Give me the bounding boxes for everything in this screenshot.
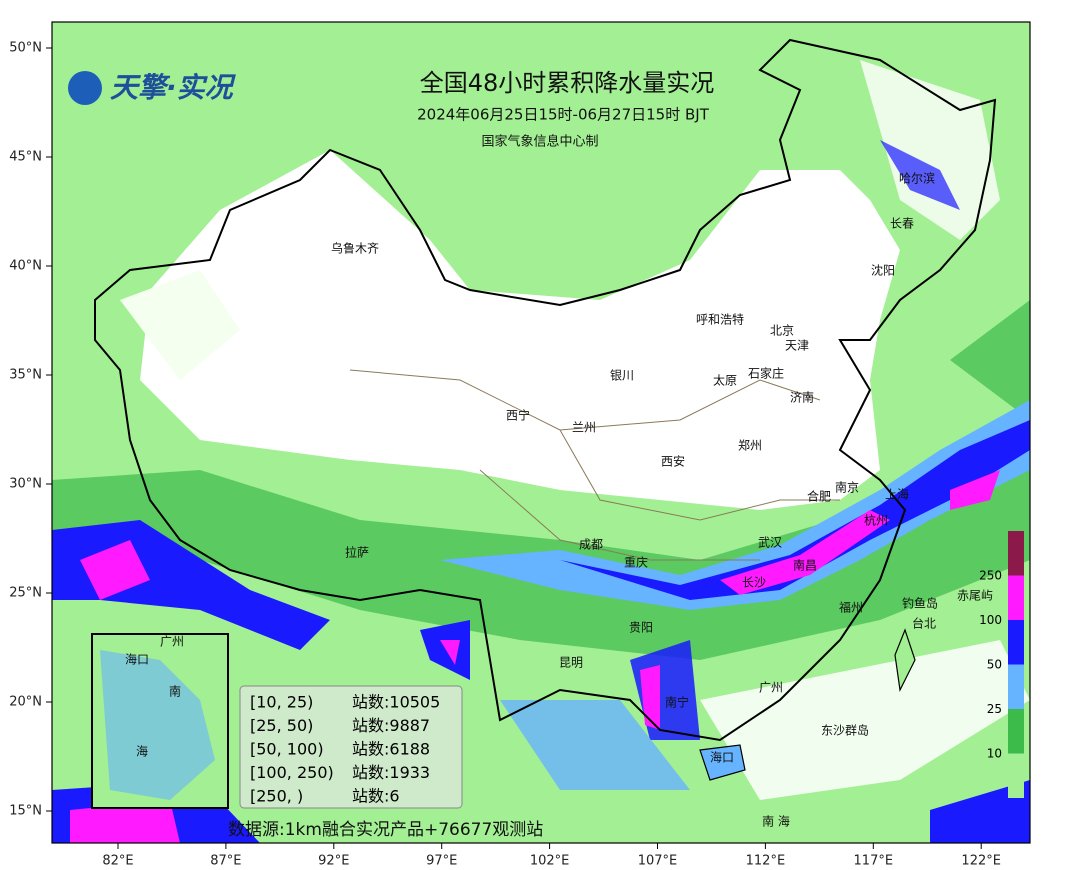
lat-label: 15°N [9,804,42,819]
city-label: 北京 [770,324,794,338]
lat-label: 45°N [9,150,42,165]
city-label: 合肥 [807,489,831,504]
legend-count: 站数:10505 [352,693,440,712]
lon-label: 92°E [318,854,349,869]
city-label: 南京 [835,480,859,495]
data-source: 数据源:1km融合实况产品+76677观测站 [228,820,543,840]
colorbar-segment [1008,620,1024,665]
lon-label: 112°E [746,854,786,869]
city-label: 西宁 [506,408,530,423]
city-label: 石家庄 [748,366,784,381]
colorbar-label: 50 [987,658,1002,672]
city-label: 杭州 [864,513,888,528]
legend-range: [50, 100) [250,740,324,759]
legend-count: 站数:6188 [352,740,430,759]
colorbar-label: 250 [979,569,1002,583]
city-label: 贵阳 [629,621,653,635]
producer: 国家气象信息中心制 [481,134,598,150]
lon-label: 107°E [638,854,678,869]
city-label: 郑州 [738,438,762,453]
colorbar-label: 10 [987,747,1002,761]
city-label: 长春 [890,217,914,231]
map-field [52,22,1030,843]
legend-range: [25, 50) [250,716,313,735]
city-label: 福州 [839,600,863,615]
lat-label: 20°N [9,695,42,710]
lat-label: 50°N [9,41,42,56]
city-label: 南昌 [793,558,817,573]
city-label: 武汉 [758,536,782,550]
inset-label: 南 [169,684,181,699]
city-label: 上海 [885,487,909,502]
city-label: 乌鲁木齐 [331,241,379,256]
colorbar-label: 100 [979,613,1002,627]
legend-range: [250, ) [250,787,303,806]
city-label: 昆明 [559,656,583,670]
city-label: 西安 [661,454,685,469]
city-label: 太原 [713,373,737,388]
colorbar-segment [1008,753,1024,798]
lon-label: 102°E [530,854,570,869]
colorbar-segment [1008,664,1024,709]
legend-count: 站数:1933 [352,763,430,782]
lat-label: 40°N [9,259,42,274]
lon-label: 87°E [210,854,241,869]
legend-box [239,685,463,809]
inset-label: 广州 [160,635,184,649]
logo-icon [68,71,102,105]
colorbar: 250 100 50 25 10 [979,531,1024,798]
inset: 广州 海口 南 海 [91,633,229,809]
legend: [10, 25) 站数:10505 [25, 50) 站数:9887 [50, 100)… [239,685,463,809]
legend-range: [10, 25) [250,693,313,712]
map-frame [51,21,1031,844]
lat-label: 30°N [9,477,42,492]
city-label: 东沙群岛 [821,723,869,738]
colorbar-segment [1008,531,1024,576]
city-label: 呼和浩特 [696,312,744,327]
logo: 天擎·实况 [110,71,237,104]
city-label: 钓鱼岛 [902,596,938,611]
lat-label: 35°N [9,368,42,383]
city-label: 天津 [785,339,809,353]
city-label: 哈尔滨 [899,171,935,186]
colorbar-label: 25 [987,702,1002,716]
city-label: 济南 [790,390,814,405]
subtitle: 2024年06月25日15时-06月27日15时 BJT [417,106,710,124]
colorbar-segment [1008,575,1024,620]
lon-label: 82°E [102,854,133,869]
city-label: 银川 [610,369,634,383]
lat-label: 25°N [9,586,42,601]
city-label: 台北 [912,616,936,631]
inset-label: 海口 [125,652,149,667]
lon-label: 122°E [961,854,1001,869]
lon-label: 97°E [426,854,457,869]
city-label: 南 海 [762,814,790,829]
inset-rain [100,650,215,800]
city-label: 兰州 [572,421,596,435]
city-label: 拉萨 [345,545,369,560]
city-label: 南宁 [665,695,689,710]
city-label: 海口 [710,750,734,765]
legend-range: [100, 250) [250,763,334,782]
legend-count: 站数:9887 [352,716,430,735]
city-label: 沈阳 [871,263,895,278]
city-label: 长沙 [742,576,766,590]
lon-label: 117°E [854,854,894,869]
legend-count: 站数:6 [352,787,400,806]
city-label: 重庆 [624,556,648,570]
inset-label: 海 [136,744,148,759]
city-label: 广州 [759,681,783,695]
city-label: 赤尾屿 [957,589,993,603]
city-label: 成都 [579,538,603,552]
colorbar-segment [1008,709,1024,754]
title: 全国48小时累积降水量实况 [420,69,715,97]
